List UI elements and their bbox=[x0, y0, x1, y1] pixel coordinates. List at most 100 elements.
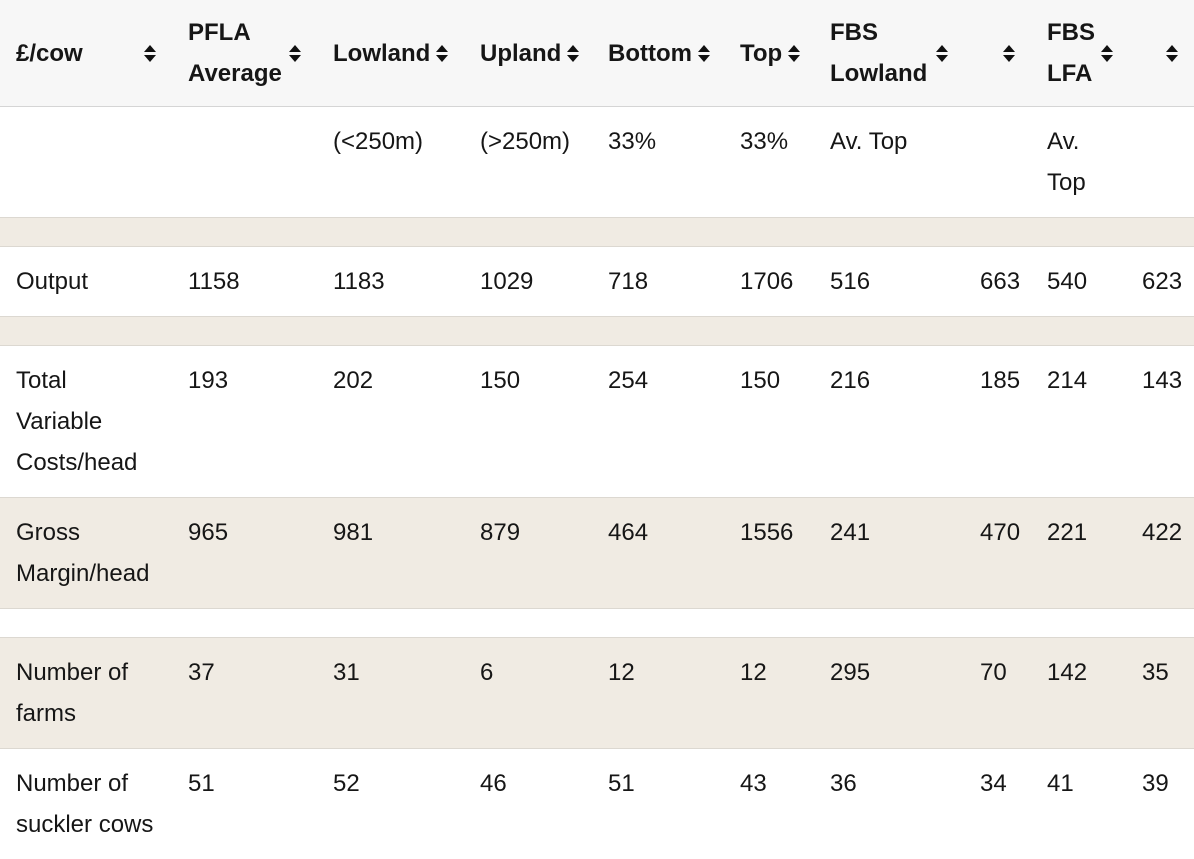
data-cell: 295 bbox=[814, 638, 964, 749]
spacer-cell bbox=[814, 218, 964, 247]
data-cell: 51 bbox=[592, 749, 724, 859]
spacer-cell bbox=[592, 609, 724, 638]
spacer-cell bbox=[592, 317, 724, 346]
sort-icon[interactable] bbox=[1101, 45, 1113, 62]
column-label: Lowland bbox=[333, 33, 430, 74]
spacer-cell bbox=[814, 317, 964, 346]
spacer-cell bbox=[964, 218, 1031, 247]
sort-icon[interactable] bbox=[1003, 45, 1015, 62]
column-header-top-33[interactable]: Top bbox=[724, 0, 814, 107]
sort-icon[interactable] bbox=[436, 45, 448, 62]
data-cell: 143 bbox=[1126, 346, 1194, 498]
column-label: Top bbox=[740, 33, 782, 74]
sort-icon[interactable] bbox=[567, 45, 579, 62]
column-header-metric[interactable]: £/cow bbox=[0, 0, 172, 107]
data-cell: 1158 bbox=[172, 247, 317, 317]
subheader-cell: 33% bbox=[724, 107, 814, 218]
spacer-cell bbox=[1031, 609, 1126, 638]
data-cell: 39 bbox=[1126, 749, 1194, 859]
table-row-number-of-farms: Number of farms 37 31 6 12 12 295 70 142… bbox=[0, 638, 1194, 749]
column-header-bottom-33[interactable]: Bottom bbox=[592, 0, 724, 107]
data-cell: 981 bbox=[317, 498, 464, 609]
subheader-cell: (<250m) bbox=[317, 107, 464, 218]
sort-icon[interactable] bbox=[698, 45, 710, 62]
data-cell: 470 bbox=[964, 498, 1031, 609]
data-cell: 41 bbox=[1031, 749, 1126, 859]
data-cell: 1556 bbox=[724, 498, 814, 609]
subheader-cell: (>250m) bbox=[464, 107, 592, 218]
data-cell: 221 bbox=[1031, 498, 1126, 609]
subheader-cell: Av. Top bbox=[814, 107, 964, 218]
data-cell: 718 bbox=[592, 247, 724, 317]
spacer-cell bbox=[317, 609, 464, 638]
sort-icon[interactable] bbox=[1166, 45, 1178, 62]
row-label: Output bbox=[0, 247, 172, 317]
spacer-cell bbox=[464, 317, 592, 346]
sort-icon[interactable] bbox=[788, 45, 800, 62]
sort-icon[interactable] bbox=[144, 45, 156, 62]
column-header-fbs-lfa-top[interactable] bbox=[1126, 0, 1194, 107]
row-label: Number of suckler cows bbox=[0, 749, 172, 859]
spacer-cell bbox=[1126, 218, 1194, 247]
spacer-cell bbox=[724, 317, 814, 346]
subheader-cell: 33% bbox=[592, 107, 724, 218]
spacer-row bbox=[0, 218, 1194, 247]
data-cell: 663 bbox=[964, 247, 1031, 317]
spacer-cell bbox=[1031, 218, 1126, 247]
column-header-lowland[interactable]: Lowland bbox=[317, 0, 464, 107]
data-cell: 46 bbox=[464, 749, 592, 859]
data-cell: 51 bbox=[172, 749, 317, 859]
spacer-row bbox=[0, 317, 1194, 346]
column-label: £/cow bbox=[16, 33, 83, 74]
data-cell: 150 bbox=[724, 346, 814, 498]
spacer-cell bbox=[317, 317, 464, 346]
data-cell: 35 bbox=[1126, 638, 1194, 749]
data-cell: 12 bbox=[724, 638, 814, 749]
table-row-output: Output 1158 1183 1029 718 1706 516 663 5… bbox=[0, 247, 1194, 317]
column-label: FBS Lowland bbox=[830, 12, 927, 94]
spacer-cell bbox=[592, 218, 724, 247]
spacer-cell bbox=[814, 609, 964, 638]
row-label: Total Variable Costs/head bbox=[0, 346, 172, 498]
spacer-cell bbox=[0, 609, 172, 638]
column-header-fbs-lowland-top[interactable] bbox=[964, 0, 1031, 107]
table-row-total-variable-costs: Total Variable Costs/head 193 202 150 25… bbox=[0, 346, 1194, 498]
data-cell: 43 bbox=[724, 749, 814, 859]
spacer-cell bbox=[1126, 609, 1194, 638]
data-cell: 241 bbox=[814, 498, 964, 609]
spacer-cell bbox=[964, 609, 1031, 638]
table-row-number-of-suckler-cows: Number of suckler cows 51 52 46 51 43 36… bbox=[0, 749, 1194, 859]
sort-icon[interactable] bbox=[936, 45, 948, 62]
sort-icon[interactable] bbox=[289, 45, 301, 62]
header-row: £/cow PFLA Average Lowland Upland Bottom… bbox=[0, 0, 1194, 107]
column-label: Upland bbox=[480, 33, 561, 74]
spacer-cell bbox=[172, 317, 317, 346]
column-header-fbs-lfa[interactable]: FBS LFA bbox=[1031, 0, 1126, 107]
data-cell: 6 bbox=[464, 638, 592, 749]
subheader-cell bbox=[964, 107, 1031, 218]
spacer-cell bbox=[172, 609, 317, 638]
data-cell: 216 bbox=[814, 346, 964, 498]
data-cell: 879 bbox=[464, 498, 592, 609]
column-header-fbs-lowland[interactable]: FBS Lowland bbox=[814, 0, 964, 107]
data-cell: 516 bbox=[814, 247, 964, 317]
data-cell: 36 bbox=[814, 749, 964, 859]
data-cell: 1183 bbox=[317, 247, 464, 317]
column-header-upland[interactable]: Upland bbox=[464, 0, 592, 107]
column-label: PFLA Average bbox=[188, 12, 282, 94]
spacer-cell bbox=[964, 317, 1031, 346]
table-row-gross-margin: Gross Margin/head 965 981 879 464 1556 2… bbox=[0, 498, 1194, 609]
spacer-cell bbox=[1126, 317, 1194, 346]
column-label: FBS LFA bbox=[1047, 12, 1095, 94]
data-cell: 185 bbox=[964, 346, 1031, 498]
data-cell: 623 bbox=[1126, 247, 1194, 317]
row-label: Gross Margin/head bbox=[0, 498, 172, 609]
data-cell: 422 bbox=[1126, 498, 1194, 609]
spacer-cell bbox=[317, 218, 464, 247]
column-header-pfla-average[interactable]: PFLA Average bbox=[172, 0, 317, 107]
data-cell: 965 bbox=[172, 498, 317, 609]
data-cell: 1029 bbox=[464, 247, 592, 317]
data-cell: 34 bbox=[964, 749, 1031, 859]
